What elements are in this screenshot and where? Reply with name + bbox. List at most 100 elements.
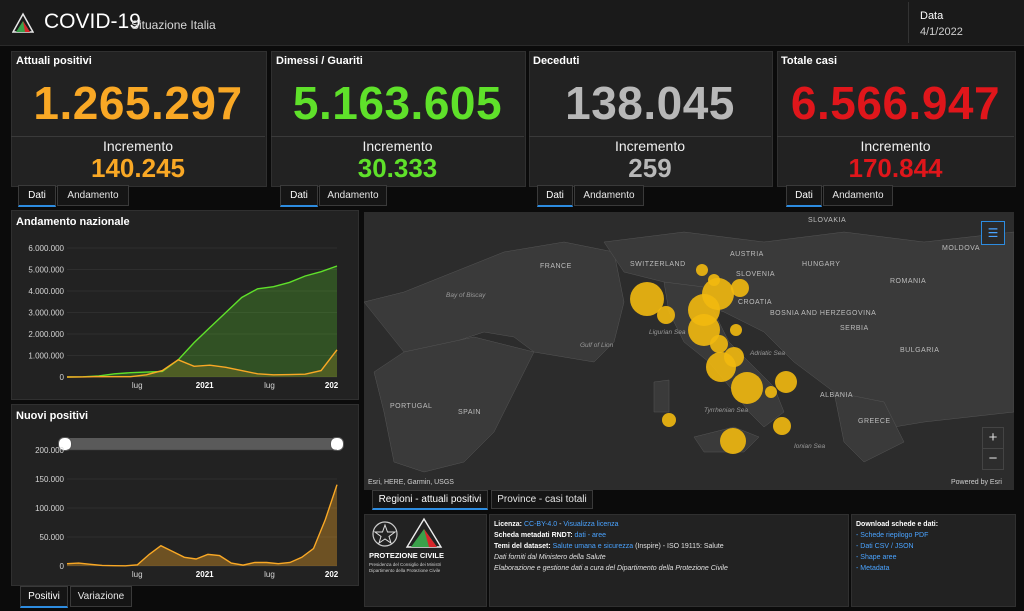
protezione-civile-emblem-icon xyxy=(405,517,443,548)
series-line[interactable] xyxy=(66,265,338,378)
map-view[interactable]: FRANCE SWITZERLAND AUSTRIA SLOVENIA CROA… xyxy=(364,212,1014,490)
tab-dati[interactable]: Dati xyxy=(786,185,822,207)
region-bubble[interactable] xyxy=(765,386,777,398)
map-label-albania: ALBANIA xyxy=(820,392,853,399)
download-panel xyxy=(851,514,1016,607)
x-tick-label: lug xyxy=(264,570,275,579)
chart-title: Andamento nazionale xyxy=(16,216,130,228)
protezione-civile-logo-icon xyxy=(12,12,34,33)
y-tick-label: 5.000.000 xyxy=(28,266,64,275)
region-bubble[interactable] xyxy=(731,372,763,404)
time-range-slider-start-handle[interactable] xyxy=(58,437,72,451)
kpi-divider xyxy=(11,136,265,137)
dataset-info-panel xyxy=(489,514,849,607)
y-tick-label: 4.000.000 xyxy=(28,287,64,296)
tab-positivi[interactable]: Positivi xyxy=(20,586,68,608)
region-bubble[interactable] xyxy=(702,278,734,310)
org-logo-panel xyxy=(364,514,487,607)
region-bubble[interactable] xyxy=(775,371,797,393)
region-bubble[interactable] xyxy=(662,413,676,427)
x-tick-label: 2021 xyxy=(196,381,214,390)
x-tick-label: lug xyxy=(132,570,143,579)
kpi-value: 1.265.297 xyxy=(33,77,243,129)
tab-province-casi-totali[interactable]: Province - casi totali xyxy=(491,490,593,509)
powered-by-esri[interactable]: Powered by Esri xyxy=(951,479,1002,486)
tab-dati[interactable]: Dati xyxy=(537,185,573,207)
nuovi-positivi-panel xyxy=(11,404,359,586)
basemap[interactable]: FRANCE SWITZERLAND AUSTRIA SLOVENIA CROA… xyxy=(364,212,1014,490)
date-box xyxy=(908,2,1024,43)
kpi-deceduti xyxy=(529,51,773,187)
series-area xyxy=(67,266,337,377)
zoom-in-button[interactable]: + xyxy=(982,427,1004,449)
x-tick-label: 202 xyxy=(325,570,339,579)
region-bubble[interactable] xyxy=(724,347,744,367)
visualizza-licenza-link[interactable]: Visualizza licenza xyxy=(563,521,619,528)
licenza-link[interactable]: CC-BY-4.0 xyxy=(523,521,558,528)
map-label-slovakia: SLOVAKIA xyxy=(808,217,846,224)
tab-variazione[interactable]: Variazione xyxy=(70,586,132,607)
tab-andamento[interactable]: Andamento xyxy=(57,185,129,206)
region-bubble[interactable] xyxy=(696,264,708,276)
tab-andamento[interactable]: Andamento xyxy=(319,185,387,206)
kpi-increment-value: 30.333 xyxy=(357,153,438,183)
metadati-row: Scheda metadati RNDT: dati - aree xyxy=(494,532,607,539)
region-bubble[interactable] xyxy=(730,324,742,336)
map-label-switzerland: SWITZERLAND xyxy=(630,261,686,268)
kpi-title: Dimessi / Guariti xyxy=(276,55,363,67)
region-bubbles[interactable] xyxy=(630,264,797,454)
region-bubble[interactable] xyxy=(731,279,749,297)
layer-list-icon[interactable]: ☰ xyxy=(981,221,1005,245)
download-title: Download schede e dati: xyxy=(856,521,939,528)
y-tick-label: 2.000.000 xyxy=(28,330,64,339)
elaborazione-row: Elaborazione e gestione dati a cura del … xyxy=(494,565,728,572)
kpi-dimessi-guariti xyxy=(271,51,526,187)
zoom-out-button[interactable]: − xyxy=(982,448,1004,470)
kpi-attuali-positivi xyxy=(11,51,267,187)
y-tick-label: 200.000 xyxy=(35,446,64,455)
map-attribution[interactable]: Esri, HERE, Garmin, USGS xyxy=(368,479,454,486)
download-shape-link[interactable]: - Shape aree xyxy=(856,554,897,561)
x-tick-label: lug xyxy=(264,381,275,390)
x-tick-label: lug xyxy=(132,381,143,390)
date-value: 4/1/2022 xyxy=(920,26,963,38)
region-bubble[interactable] xyxy=(630,282,664,316)
sea-label-ionian: Ionian Sea xyxy=(794,443,825,450)
download-schede-pdf-link[interactable]: - Schede riepilogo PDF xyxy=(856,532,929,539)
series-area xyxy=(67,349,337,377)
tab-andamento[interactable]: Andamento xyxy=(823,185,893,206)
app-header xyxy=(0,0,1024,46)
map-label-france: FRANCE xyxy=(540,263,572,270)
app-title: COVID-19 xyxy=(44,10,141,33)
region-bubble[interactable] xyxy=(710,335,728,353)
map-label-portugal: PORTUGAL xyxy=(390,403,432,410)
region-bubble[interactable] xyxy=(708,274,720,286)
tab-dati[interactable]: Dati xyxy=(280,185,318,207)
series-line[interactable] xyxy=(66,484,338,567)
series-line[interactable] xyxy=(66,349,338,378)
download-metadata-link[interactable]: - Metadata xyxy=(856,565,890,572)
region-bubble[interactable] xyxy=(720,428,746,454)
kpi-value: 138.045 xyxy=(565,77,735,129)
temi-link[interactable]: Salute umana e sicurezza xyxy=(552,543,634,550)
kpi-totale-casi xyxy=(777,51,1016,187)
region-bubble[interactable] xyxy=(657,306,675,324)
region-bubble[interactable] xyxy=(773,417,791,435)
y-tick-label: 1.000.000 xyxy=(28,352,64,361)
tab-andamento[interactable]: Andamento xyxy=(574,185,644,206)
download-csv-json-link[interactable]: - Dati CSV / JSON xyxy=(856,543,914,550)
kpi-increment-label: Incremento xyxy=(860,138,931,154)
italian-republic-emblem-icon xyxy=(372,521,398,547)
time-range-slider-track[interactable] xyxy=(64,438,336,450)
kpi-divider xyxy=(777,136,1014,137)
tab-dati[interactable]: Dati xyxy=(18,185,56,207)
time-range-slider-end-handle[interactable] xyxy=(330,437,344,451)
sea-label-ligurian: Ligurian Sea xyxy=(649,329,686,336)
metadati-links[interactable]: dati - aree xyxy=(574,532,607,539)
download-list: Download schede e dati: - Schede riepilo… xyxy=(856,519,1006,574)
kpi-value: 5.163.605 xyxy=(292,77,503,129)
map-label-spain: SPAIN xyxy=(458,409,481,416)
kpi-increment-value: 259 xyxy=(628,153,672,183)
tab-regioni-attuali-positivi[interactable]: Regioni - attuali positivi xyxy=(372,490,488,510)
region-bubble[interactable] xyxy=(688,314,720,346)
